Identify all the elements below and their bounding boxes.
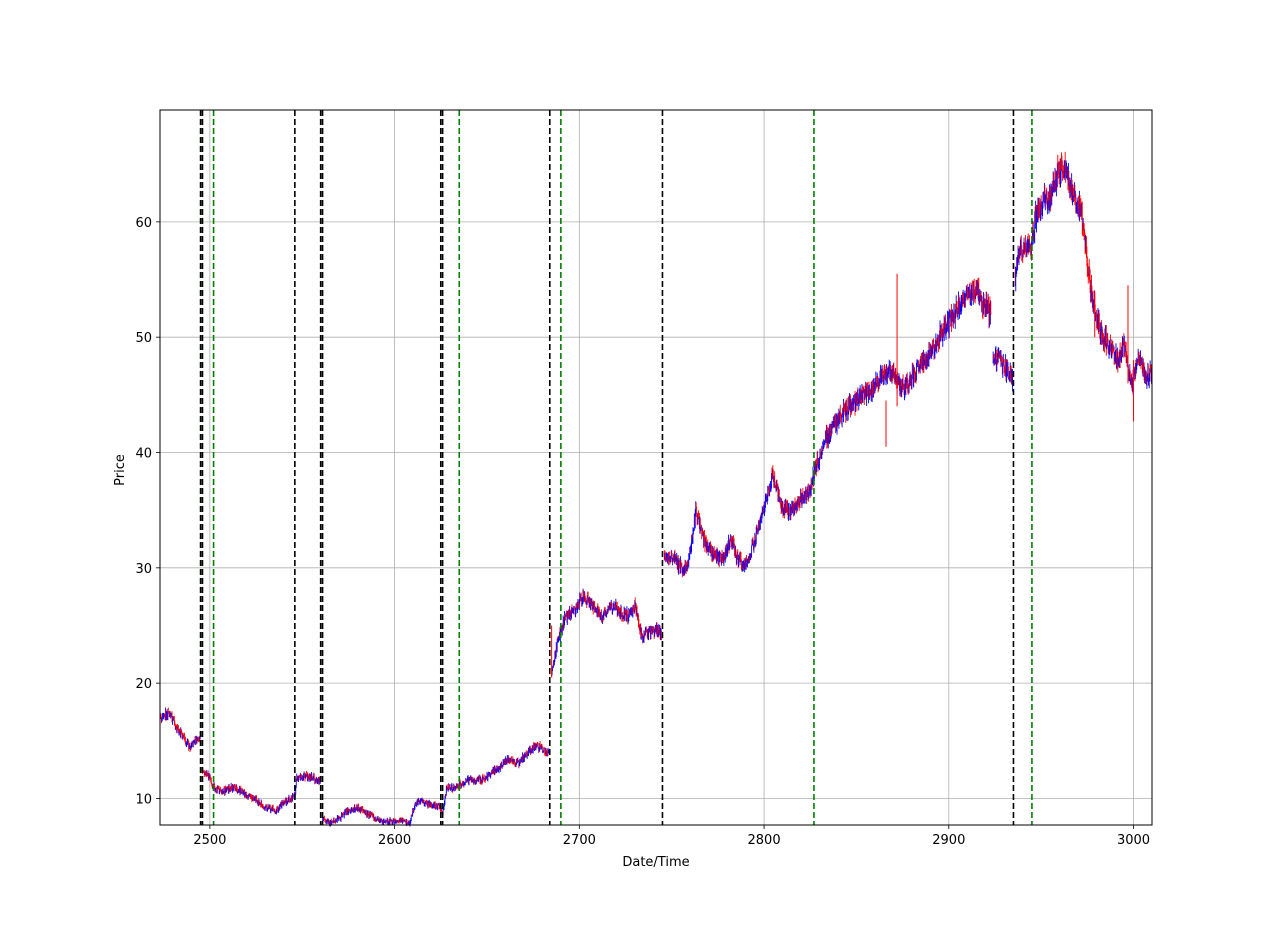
x-tick-label: 3000	[1117, 833, 1150, 848]
plot-frame	[159, 109, 1153, 826]
event-lines	[199, 110, 1033, 825]
y-axis-label: Price	[113, 454, 128, 486]
axis-ticks: 2500 2600 2700 2800 2900 3000 10 20 30 40 50 60	[135, 216, 1150, 848]
x-tick-label: 2500	[193, 833, 226, 848]
y-tick-label: 50	[135, 331, 152, 346]
y-tick-label: 30	[135, 562, 152, 577]
x-tick-label: 2800	[748, 833, 781, 848]
x-tick-label: 2600	[378, 833, 411, 848]
y-tick-label: 60	[135, 216, 152, 231]
y-tick-label: 20	[135, 677, 152, 692]
x-axis-label: Date/Time	[622, 855, 689, 870]
grid	[160, 110, 1152, 825]
y-tick-label: 10	[135, 792, 152, 807]
y-tick-label: 40	[135, 447, 152, 462]
price-bars	[159, 151, 1152, 827]
x-tick-label: 2700	[563, 833, 596, 848]
x-tick-label: 2900	[932, 833, 965, 848]
